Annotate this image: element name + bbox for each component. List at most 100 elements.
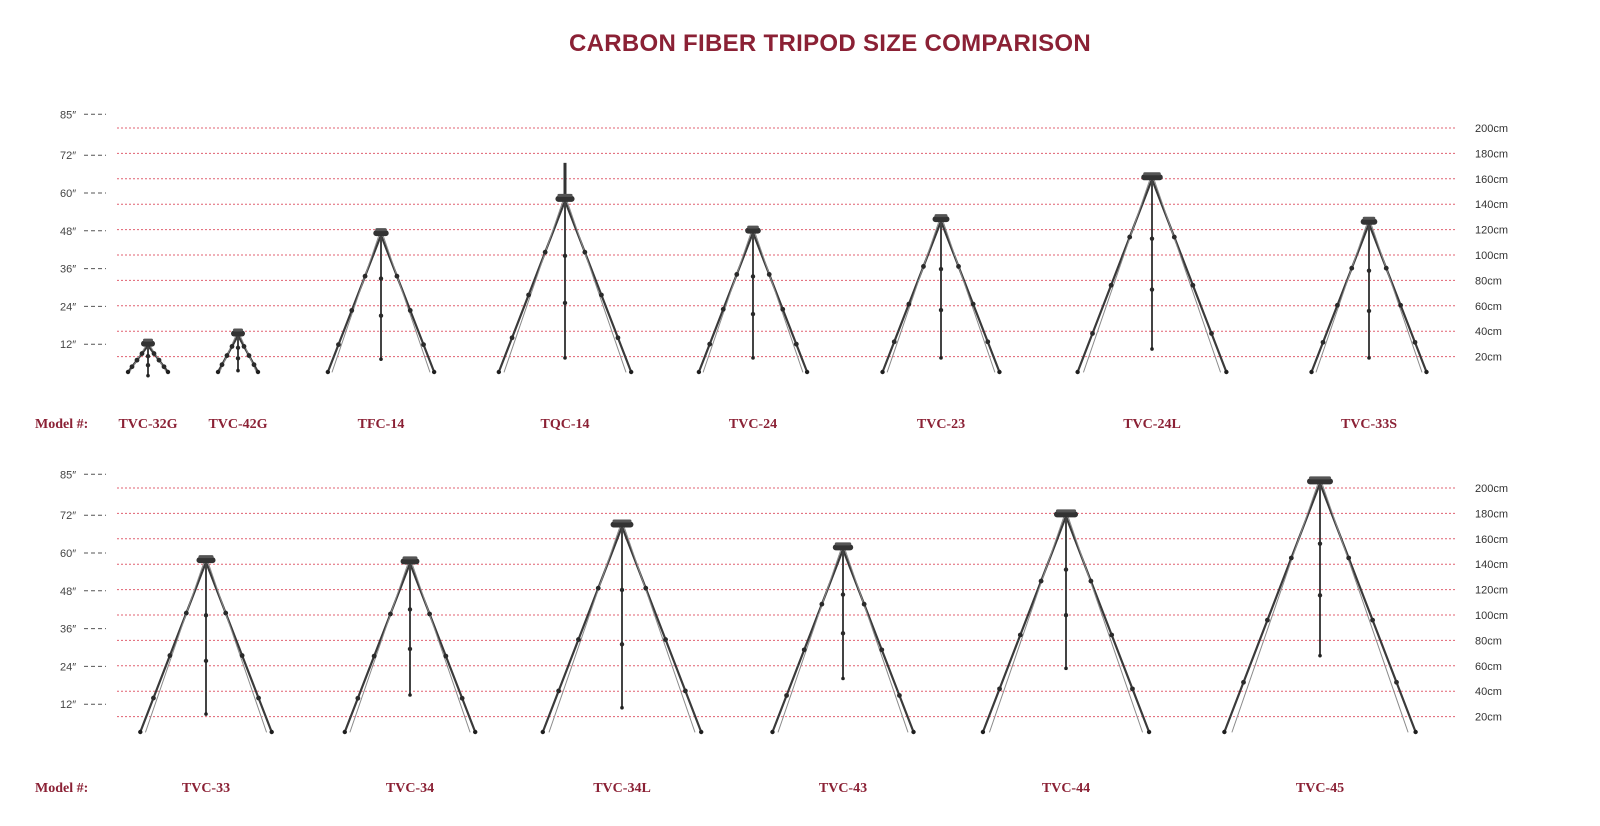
cm-tick-label: 60cm <box>1475 301 1502 313</box>
cm-tick-label: 180cm <box>1475 508 1508 520</box>
tripod-apex-plate <box>557 193 573 197</box>
tripod-center-lock <box>407 646 413 652</box>
tripod-leg-lock <box>1038 578 1044 584</box>
inch-tick-label: 72″ <box>60 150 76 162</box>
tripod-tvc-34l <box>540 519 704 735</box>
tripod-left-leg <box>771 548 845 734</box>
tripod-leg-lock <box>582 249 588 255</box>
tripod-leg-lock <box>1398 302 1404 308</box>
tripod-leg-lock <box>1370 617 1375 623</box>
tripod-apex <box>231 330 245 337</box>
cm-tick-label: 80cm <box>1475 275 1502 287</box>
tripod-foot <box>980 729 986 735</box>
tripod-center-lock <box>145 353 151 359</box>
tripod-center-lock <box>1063 612 1069 618</box>
tripod-apex-plate <box>143 338 153 342</box>
tripod-tvc-32g <box>125 338 171 378</box>
tripod-leg-lock <box>1346 555 1352 561</box>
tripod-leg-lock <box>734 272 740 277</box>
tripod-center-lock <box>840 631 846 636</box>
inch-tick-label: 60″ <box>60 548 76 560</box>
cm-tick-label: 140cm <box>1475 559 1508 571</box>
model-label: TVC-32G <box>118 417 177 432</box>
tripod-leg-lock <box>251 362 257 368</box>
tripod-center-foot <box>1064 666 1068 671</box>
tripod-right-leg <box>620 525 703 734</box>
tripod-foot <box>804 369 810 375</box>
tripod-leg-highlight <box>145 561 205 733</box>
tripod-leg-lock <box>459 695 465 701</box>
inch-tick-label: 24″ <box>60 301 76 313</box>
tripod-apex <box>1053 511 1079 518</box>
tripod-foot <box>1224 369 1229 375</box>
tripod-foot <box>699 729 704 735</box>
tripod-leg-lock <box>921 264 926 269</box>
tripod-leg-lock <box>421 342 426 348</box>
tripod-leg-lock <box>707 341 713 347</box>
tripod-leg-highlight <box>1083 178 1151 373</box>
tripod-tvc-33s <box>1309 216 1429 375</box>
tripod-center-lock <box>378 276 384 281</box>
tripod-tvc-33 <box>138 555 274 735</box>
tripod-leg-highlight <box>886 220 940 373</box>
tripod-leg-highlight <box>1370 223 1423 373</box>
tripod-leg-lock <box>156 357 162 363</box>
tripod-leg-highlight <box>942 220 996 373</box>
tripod-center-lock <box>619 642 625 647</box>
tripod-apex-plate <box>1055 509 1077 513</box>
tripod-leg-lock <box>219 362 225 368</box>
model-label: TFC-14 <box>358 417 405 432</box>
tripod-tfc-14 <box>325 228 437 375</box>
tripod-leg-lock <box>1241 679 1246 685</box>
tripod-leg-lock <box>183 610 189 616</box>
tripod-foot <box>1424 369 1429 375</box>
tripod-leg-lock <box>1109 632 1115 638</box>
model-label: TVC-24L <box>1123 417 1181 432</box>
tripod-right-leg <box>1150 178 1228 374</box>
inch-tick-label: 36″ <box>60 264 76 276</box>
tripod-apex <box>1307 478 1333 485</box>
tripod-leg-lock <box>161 364 167 370</box>
tripod-left-leg <box>1310 222 1371 374</box>
tripod-leg-lock <box>1394 679 1399 685</box>
tripod-leg-lock <box>151 695 156 701</box>
model-label: TVC-33 <box>182 781 230 796</box>
tripod-foot <box>770 729 775 735</box>
tripod-apex-plate <box>1362 216 1376 220</box>
tripod-apex <box>141 340 155 347</box>
tripod-leg-lock <box>388 611 393 617</box>
model-label: TVC-24 <box>729 417 777 432</box>
tripod-leg-lock <box>766 272 772 277</box>
tripod-leg-lock <box>239 653 245 658</box>
cm-tick-label: 80cm <box>1475 635 1502 647</box>
tripod-leg-lock <box>1171 234 1177 240</box>
tripod-leg-lock <box>1017 632 1023 638</box>
tripod-leg-lock <box>682 688 688 694</box>
lower-cm-axis: 200cm 180cm 160cm 140cm 120cm 100cm 80cm 60cm 40… <box>1475 483 1508 724</box>
tripod-leg-lock <box>576 637 581 642</box>
tripod-foot <box>255 369 261 375</box>
cm-tick-label: 200cm <box>1475 483 1508 495</box>
lower-tripods <box>138 476 1418 735</box>
upper-model-row-label: Model #: <box>35 417 88 432</box>
tripod-leg-lock <box>1412 339 1418 345</box>
tripod-foot <box>431 369 437 375</box>
tripod-center-lock <box>1149 236 1155 241</box>
tripod-leg-lock <box>349 308 355 313</box>
tripod-leg-lock <box>801 647 807 653</box>
tripod-tvc-23 <box>880 214 1002 375</box>
tripod-apex-plate <box>934 214 948 218</box>
tripod-apex <box>196 557 216 564</box>
tripod-center-lock <box>145 362 151 368</box>
tripod-leg-lock <box>879 647 885 653</box>
tripod-leg-lock <box>1349 265 1355 271</box>
tripod-center-lock <box>235 356 241 361</box>
tripod-center-foot <box>408 693 412 697</box>
tripod-right-leg <box>1367 222 1428 374</box>
tripod-leg-highlight <box>548 526 621 733</box>
inch-tick-label: 60″ <box>60 188 76 200</box>
tripod-left-leg <box>981 515 1068 734</box>
tripod-center-lock <box>203 613 209 618</box>
tripod-leg-lock <box>970 301 976 307</box>
tripod-center-foot <box>236 368 240 373</box>
